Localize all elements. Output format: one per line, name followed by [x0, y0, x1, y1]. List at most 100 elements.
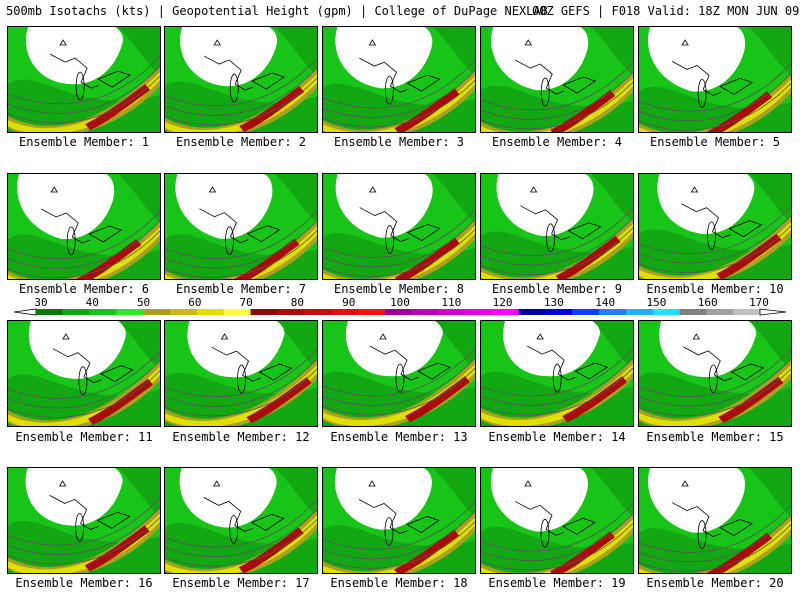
colorbar-tick-label: 30 — [34, 296, 48, 309]
colorbar-tick-label: 100 — [390, 296, 410, 309]
colorbar-swatch — [625, 309, 654, 315]
map-canvas — [323, 468, 475, 573]
ensemble-member-map — [638, 26, 792, 133]
ensemble-member-label: Ensemble Member: 16 — [15, 576, 153, 590]
ensemble-member-label: Ensemble Member: 15 — [646, 430, 784, 444]
ensemble-member-label: Ensemble Member: 18 — [330, 576, 468, 590]
colorbar-tick-label: 60 — [188, 296, 202, 309]
map-canvas — [165, 321, 317, 426]
colorbar-tick-label: 160 — [697, 296, 718, 309]
colorbar-right-arrow — [759, 308, 787, 316]
ensemble-member-label: Ensemble Member: 2 — [175, 135, 307, 149]
colorbar-tick-label: 90 — [342, 296, 356, 309]
map-canvas — [639, 27, 791, 132]
colorbar-swatch — [599, 309, 627, 315]
map-canvas — [165, 27, 317, 132]
ensemble-member-map — [480, 467, 634, 574]
ensemble-member-map — [7, 467, 161, 574]
ensemble-member-map — [480, 320, 634, 427]
ensemble-member-label: Ensemble Member: 10 — [646, 282, 784, 296]
ensemble-member-map — [322, 173, 476, 280]
ensemble-member-label: Ensemble Member: 11 — [15, 430, 153, 444]
ensemble-member-map — [638, 467, 792, 574]
colorbar-swatch — [116, 309, 144, 315]
colorbar-tick-label: 70 — [239, 296, 253, 309]
map-canvas — [639, 174, 791, 279]
ensemble-member-map — [322, 467, 476, 574]
ensemble-member-map — [164, 26, 318, 133]
colorbar-tick-label: 40 — [85, 296, 99, 309]
colorbar-swatch — [277, 309, 305, 315]
ensemble-member-label: Ensemble Member: 19 — [488, 576, 626, 590]
map-canvas — [481, 321, 633, 426]
colorbar-tick-label: 170 — [749, 296, 769, 309]
map-canvas — [8, 321, 160, 426]
colorbar-swatch — [196, 309, 225, 315]
ensemble-member-map — [480, 173, 634, 280]
map-canvas — [323, 321, 475, 426]
header-title: 500mb Isotachs (kts) | Geopotential Heig… — [6, 4, 548, 18]
colorbar-swatch — [465, 309, 493, 315]
colorbar-swatch — [572, 309, 600, 315]
ensemble-member-map — [7, 173, 161, 280]
colorbar-swatch — [706, 309, 734, 315]
colorbar-swatch — [62, 309, 90, 315]
colorbar-swatch — [545, 309, 573, 315]
colorbar-swatch — [89, 309, 117, 315]
colorbar-tick-label: 80 — [290, 296, 305, 309]
map-header: 500mb Isotachs (kts) | Geopotential Heig… — [0, 0, 800, 22]
ensemble-member-label: Ensemble Member: 7 — [175, 282, 307, 296]
colorbar-swatch — [411, 309, 439, 315]
ensemble-member-map — [164, 173, 318, 280]
colorbar-swatch — [357, 309, 385, 315]
map-canvas — [165, 468, 317, 573]
ensemble-member-map — [638, 173, 792, 280]
ensemble-member-label: Ensemble Member: 1 — [18, 135, 150, 149]
ensemble-member-label: Ensemble Member: 9 — [491, 282, 623, 296]
map-canvas — [481, 174, 633, 279]
ensemble-member-label: Ensemble Member: 8 — [333, 282, 465, 296]
ensemble-member-map — [7, 320, 161, 427]
map-canvas — [481, 468, 633, 573]
colorbar-swatch — [679, 309, 707, 315]
colorbar-swatch — [518, 309, 546, 315]
ensemble-member-label: Ensemble Member: 6 — [18, 282, 150, 296]
header-valid-time: 00Z GEFS | F018 Valid: 18Z MON JUN 09 20… — [532, 4, 800, 18]
colorbar-swatch — [652, 309, 680, 315]
map-canvas — [323, 174, 475, 279]
ensemble-member-label: Ensemble Member: 12 — [172, 430, 310, 444]
colorbar-tick-label: 120 — [492, 296, 513, 309]
colorbar-swatch — [330, 309, 359, 315]
map-canvas — [639, 321, 791, 426]
colorbar-swatch — [143, 309, 171, 315]
colorbar-swatch — [36, 309, 64, 315]
map-canvas — [323, 27, 475, 132]
colorbar-swatch — [250, 309, 278, 315]
ensemble-member-map — [480, 26, 634, 133]
ensemble-member-map — [164, 467, 318, 574]
ensemble-member-label: Ensemble Member: 3 — [333, 135, 465, 149]
ensemble-member-map — [164, 320, 318, 427]
colorbar-tick-label: 140 — [595, 296, 616, 309]
map-canvas — [165, 174, 317, 279]
colorbar-swatch — [733, 309, 761, 315]
colorbar-swatch — [438, 309, 466, 315]
colorbar-swatch — [170, 309, 198, 315]
colorbar-tick-label: 150 — [646, 296, 667, 309]
colorbar-swatch — [223, 309, 251, 315]
ensemble-member-label: Ensemble Member: 14 — [488, 430, 626, 444]
ensemble-member-map — [322, 26, 476, 133]
map-canvas — [481, 27, 633, 132]
ensemble-member-map — [638, 320, 792, 427]
colorbar-swatch — [304, 309, 332, 315]
colorbar-tick-label: 50 — [136, 296, 151, 309]
ensemble-member-label: Ensemble Member: 20 — [646, 576, 784, 590]
colorbar-swatch — [384, 309, 412, 315]
colorbar — [13, 308, 787, 316]
colorbar-left-arrow — [13, 308, 37, 316]
ensemble-member-map — [7, 26, 161, 133]
map-canvas — [8, 174, 160, 279]
colorbar-tick-label: 110 — [441, 296, 462, 309]
ensemble-member-label: Ensemble Member: 13 — [330, 430, 468, 444]
map-canvas — [8, 27, 160, 132]
